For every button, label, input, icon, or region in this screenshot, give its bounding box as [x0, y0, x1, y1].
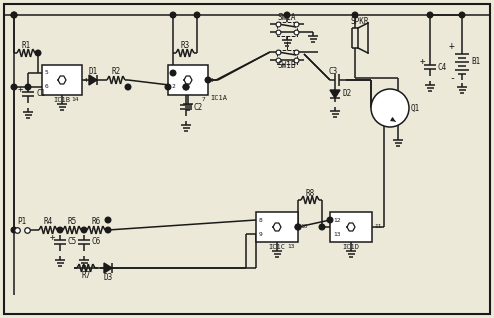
- Text: 12: 12: [333, 218, 340, 223]
- Text: IC1B: IC1B: [53, 97, 71, 103]
- Text: C6: C6: [91, 238, 100, 246]
- Text: C2: C2: [193, 102, 202, 112]
- Circle shape: [327, 217, 333, 223]
- Circle shape: [205, 77, 211, 83]
- Circle shape: [105, 217, 111, 223]
- Circle shape: [81, 227, 87, 233]
- Bar: [256, 212, 298, 242]
- Text: 13: 13: [288, 244, 295, 249]
- Text: 8: 8: [259, 218, 263, 223]
- Text: 6: 6: [45, 85, 49, 89]
- Bar: [42, 65, 82, 95]
- Polygon shape: [104, 263, 112, 273]
- Text: R3: R3: [180, 42, 190, 51]
- Text: C1: C1: [36, 89, 45, 99]
- Text: 13: 13: [333, 232, 340, 237]
- Circle shape: [170, 12, 176, 18]
- Circle shape: [319, 224, 325, 230]
- Text: 7: 7: [201, 97, 205, 102]
- Circle shape: [371, 89, 409, 127]
- Text: 2: 2: [171, 85, 175, 89]
- Text: 9: 9: [259, 232, 263, 237]
- Text: SW1A: SW1A: [278, 13, 296, 23]
- Text: D3: D3: [103, 273, 113, 281]
- Circle shape: [11, 12, 17, 18]
- Text: IC1D: IC1D: [342, 244, 360, 250]
- Circle shape: [459, 12, 465, 18]
- Circle shape: [284, 12, 290, 18]
- Bar: [277, 50, 297, 64]
- Circle shape: [11, 84, 17, 90]
- Text: R1: R1: [21, 42, 31, 51]
- Circle shape: [170, 70, 176, 76]
- Circle shape: [11, 227, 17, 233]
- Circle shape: [165, 84, 171, 90]
- Text: R4: R4: [43, 218, 53, 226]
- Text: C5: C5: [67, 238, 76, 246]
- Circle shape: [125, 84, 131, 90]
- Text: SPKR: SPKR: [351, 17, 369, 25]
- Circle shape: [35, 50, 41, 56]
- Text: R2: R2: [111, 67, 121, 77]
- Text: 4: 4: [84, 78, 88, 82]
- Text: D1: D1: [88, 67, 98, 77]
- Circle shape: [183, 84, 189, 90]
- Bar: [168, 65, 208, 95]
- Polygon shape: [89, 75, 97, 85]
- Text: IC1A: IC1A: [210, 95, 227, 101]
- Text: SW1B: SW1B: [278, 61, 296, 71]
- Circle shape: [11, 12, 17, 18]
- Text: R8: R8: [305, 189, 315, 197]
- Circle shape: [194, 12, 200, 18]
- Text: -: -: [449, 73, 455, 83]
- Text: 1: 1: [171, 71, 175, 75]
- Text: 11: 11: [374, 225, 381, 230]
- Circle shape: [57, 227, 63, 233]
- Bar: [277, 22, 297, 36]
- Text: R5: R5: [67, 218, 77, 226]
- Text: +: +: [17, 85, 23, 93]
- Text: R6: R6: [91, 218, 101, 226]
- Circle shape: [25, 84, 31, 90]
- Text: D2: D2: [342, 89, 351, 99]
- Text: 14: 14: [72, 97, 79, 102]
- Text: C3: C3: [329, 66, 337, 75]
- Text: Q1: Q1: [411, 103, 420, 113]
- Circle shape: [295, 224, 301, 230]
- Circle shape: [352, 12, 358, 18]
- Polygon shape: [330, 90, 340, 98]
- Text: P1: P1: [17, 218, 27, 226]
- Circle shape: [105, 227, 111, 233]
- Text: R7: R7: [82, 272, 90, 280]
- Circle shape: [183, 84, 189, 90]
- Text: C4: C4: [437, 63, 446, 72]
- Circle shape: [427, 12, 433, 18]
- Text: +: +: [449, 41, 455, 51]
- Text: 5: 5: [45, 71, 49, 75]
- Text: B1: B1: [471, 58, 480, 66]
- Text: +: +: [49, 232, 55, 241]
- Text: IC1C: IC1C: [269, 244, 286, 250]
- Text: 10: 10: [300, 225, 307, 230]
- Text: 3: 3: [210, 78, 214, 82]
- Circle shape: [295, 224, 301, 230]
- Text: +: +: [419, 58, 425, 66]
- Bar: [330, 212, 372, 242]
